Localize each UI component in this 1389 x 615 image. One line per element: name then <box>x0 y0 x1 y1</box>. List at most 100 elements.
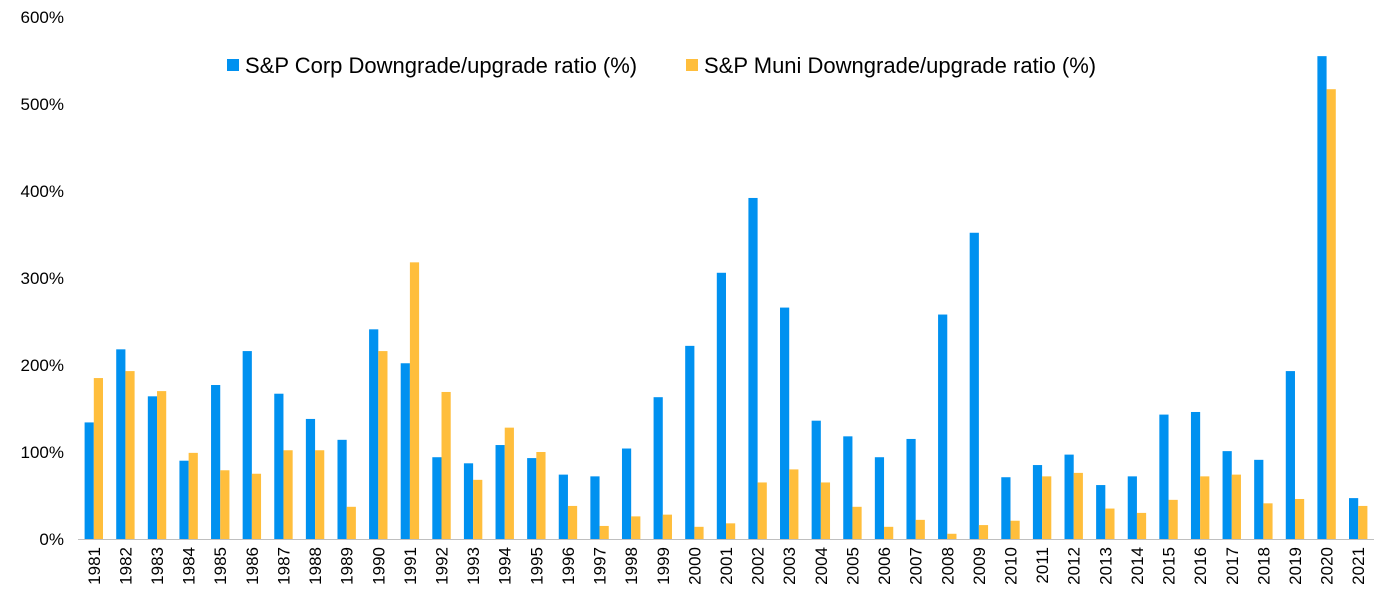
bar-muni <box>852 506 862 539</box>
x-tick-label: 2002 <box>749 547 768 585</box>
bar-corp <box>1254 459 1264 539</box>
x-tick-label: 1981 <box>85 547 104 585</box>
bar-muni <box>315 450 325 539</box>
bar-corp <box>527 458 537 539</box>
y-tick-label: 100% <box>21 443 64 462</box>
bar-muni <box>1073 472 1083 539</box>
x-tick-label: 1998 <box>622 547 641 585</box>
x-tick-label: 2016 <box>1191 547 1210 585</box>
bars-group <box>84 56 1368 540</box>
bar-corp <box>337 439 347 539</box>
bar-corp <box>242 351 252 539</box>
x-axis-tick-labels: 1981 1982 1983 1984 1985 1986 1987 1988 1989 1990… <box>85 547 1368 585</box>
bar-corp <box>558 474 568 539</box>
x-tick-label: 1990 <box>369 547 388 585</box>
x-tick-label: 2013 <box>1096 547 1115 585</box>
legend-swatch-corp <box>227 59 239 71</box>
bar-muni <box>220 470 230 539</box>
y-tick-label: 200% <box>21 356 64 375</box>
bar-corp <box>780 307 790 539</box>
bar-muni <box>283 450 293 539</box>
bar-muni <box>157 391 167 539</box>
legend-label-corp: S&P Corp Downgrade/upgrade ratio (%) <box>245 53 637 78</box>
x-tick-label: 2000 <box>685 547 704 585</box>
bar-corp <box>843 436 853 539</box>
bar-muni <box>473 479 483 539</box>
bar-muni <box>1168 499 1178 539</box>
x-tick-label: 1997 <box>591 547 610 585</box>
legend-swatch-muni <box>686 59 698 71</box>
bar-corp <box>400 363 410 539</box>
bar-muni <box>789 469 799 539</box>
bar-muni <box>441 391 451 539</box>
bar-muni <box>536 452 546 539</box>
y-tick-label: 500% <box>21 95 64 114</box>
bar-muni <box>378 351 388 539</box>
bar-muni <box>599 525 609 539</box>
x-tick-label: 2004 <box>812 547 831 585</box>
bar-muni <box>820 482 831 539</box>
bar-muni <box>1326 89 1336 540</box>
x-tick-label: 1992 <box>433 547 452 585</box>
bar-muni <box>567 505 578 539</box>
x-tick-label: 1995 <box>527 547 546 585</box>
x-tick-label: 1991 <box>401 547 420 585</box>
y-tick-label: 600% <box>21 8 64 27</box>
y-tick-label: 300% <box>21 269 64 288</box>
bar-corp <box>211 385 221 539</box>
bar-muni <box>884 526 894 539</box>
bar-muni <box>1010 520 1020 539</box>
bar-muni <box>1105 508 1115 539</box>
bar-corp <box>84 422 94 539</box>
x-tick-label: 1983 <box>148 547 167 585</box>
bar-muni <box>978 525 989 539</box>
bar-corp <box>1190 411 1201 539</box>
x-tick-label: 2009 <box>970 547 989 585</box>
x-tick-label: 2006 <box>875 547 894 585</box>
x-tick-label: 1996 <box>559 547 578 585</box>
bar-corp <box>590 476 600 539</box>
bar-muni <box>1200 476 1210 539</box>
bar-muni <box>694 526 704 539</box>
x-tick-label: 2005 <box>843 547 862 585</box>
legend-label-muni: S&P Muni Downgrade/upgrade ratio (%) <box>704 53 1096 78</box>
x-tick-label: 1994 <box>496 547 515 585</box>
x-tick-label: 2008 <box>938 547 957 585</box>
bar-muni <box>1263 503 1273 539</box>
bar-corp <box>653 397 663 539</box>
bar-corp <box>116 349 126 539</box>
x-tick-label: 2001 <box>717 547 736 585</box>
bar-muni <box>947 533 957 539</box>
bar-muni <box>662 514 672 539</box>
x-tick-label: 2020 <box>1318 547 1337 585</box>
bar-muni <box>188 452 198 539</box>
bar-muni <box>1136 512 1147 539</box>
bar-corp <box>938 314 948 539</box>
bar-corp <box>432 457 442 539</box>
x-tick-label: 2021 <box>1349 547 1368 585</box>
x-tick-label: 1989 <box>338 547 357 585</box>
bar-corp <box>1032 465 1043 539</box>
bar-muni <box>1042 476 1052 539</box>
bar-muni <box>726 523 736 539</box>
bar-corp <box>874 457 885 539</box>
bar-corp <box>179 460 189 539</box>
x-tick-label: 2011 <box>1033 547 1052 584</box>
bar-muni <box>251 473 262 539</box>
bar-corp <box>1064 454 1074 539</box>
bar-corp <box>274 393 284 539</box>
x-tick-label: 1987 <box>274 547 293 585</box>
bar-corp <box>748 197 758 539</box>
bar-corp <box>1349 498 1359 539</box>
bar-corp <box>716 272 726 539</box>
bar-muni <box>757 482 767 539</box>
bar-corp <box>621 448 632 539</box>
bar-muni <box>915 519 925 539</box>
bar-muni <box>1358 505 1368 539</box>
bar-muni <box>93 378 103 539</box>
bar-corp <box>147 396 158 539</box>
bar-muni <box>125 371 135 539</box>
bar-muni <box>409 262 420 539</box>
x-tick-label: 1986 <box>243 547 262 585</box>
